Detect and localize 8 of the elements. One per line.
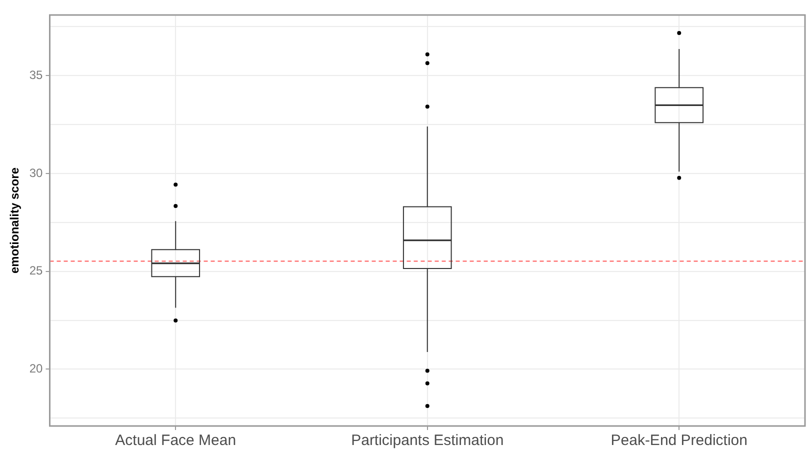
y-tick-label: 25 — [29, 264, 44, 278]
y-axis-title: emotionality score — [8, 167, 22, 274]
y-tick-label: 20 — [29, 362, 44, 376]
y-tick-label: 35 — [29, 68, 44, 82]
x-tick-label: Peak-End Prediction — [610, 432, 748, 450]
x-tick-label: Participants Estimation — [351, 432, 504, 450]
y-tick-label: 30 — [29, 166, 44, 180]
x-tick-label: Actual Face Mean — [115, 432, 236, 450]
